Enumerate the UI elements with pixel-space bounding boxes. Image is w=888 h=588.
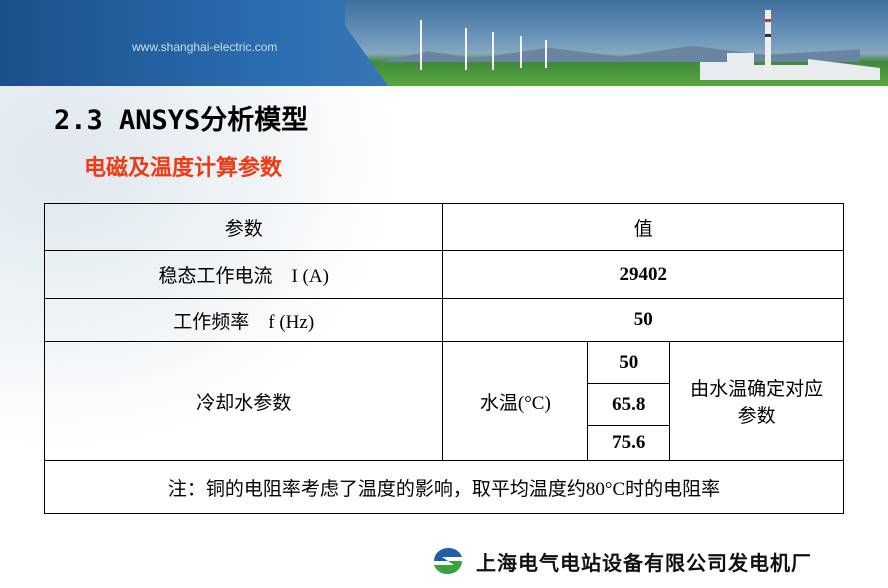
header-value: 值: [442, 203, 844, 251]
slide-title: 2.3 ANSYS分析模型: [54, 105, 309, 136]
wind-turbine-icon: [520, 36, 522, 68]
website-url: www.shanghai-electric.com: [132, 40, 278, 54]
table-header-row: 参数 值: [43, 203, 844, 251]
parameters-table: 参数 值 稳态工作电流 I (A) 29402 工作频率 f (Hz) 50 冷…: [43, 203, 844, 514]
param-cell: 冷却水参数: [43, 341, 444, 461]
water-temp-label: 水温(°C): [442, 341, 589, 461]
table-row: 工作频率 f (Hz) 50: [43, 298, 844, 342]
company-logo-icon: [428, 546, 468, 576]
slide-subtitle: 电磁及温度计算参数: [84, 156, 283, 181]
table-row: 冷却水参数 水温(°C) 50 由水温确定对应参数: [43, 341, 844, 461]
param-cell: 稳态工作电流 I (A): [43, 250, 444, 299]
value-cell: 50: [442, 298, 844, 342]
header-banner: www.shanghai-electric.com: [0, 0, 888, 86]
table-row: 稳态工作电流 I (A) 29402: [43, 250, 844, 299]
value-cell: 29402: [442, 250, 844, 299]
table-row: 65.8: [45, 383, 844, 426]
footnote: 注：铜的电阻率考虑了温度的影响，取平均温度约80°C时的电阻率: [44, 460, 844, 514]
wind-turbine-icon: [465, 28, 467, 70]
header-param: 参数: [43, 203, 444, 251]
wind-turbine-icon: [420, 20, 422, 70]
footer: 上海电气电站设备有限公司发电机厂: [428, 546, 812, 576]
footnote-row: 注：铜的电阻率考虑了温度的影响，取平均温度约80°C时的电阻率: [44, 460, 844, 514]
temp-cell: 65.8: [587, 383, 671, 426]
chimney-image: [765, 10, 771, 70]
param-cell: 工作频率 f (Hz): [43, 298, 444, 342]
wind-turbine-icon: [545, 40, 547, 68]
company-name: 上海电气电站设备有限公司发电机厂: [476, 550, 812, 575]
wind-turbine-icon: [492, 32, 494, 70]
note-cell: 由水温确定对应参数: [669, 341, 844, 461]
temp-cell: 75.6: [587, 425, 671, 461]
temp-cell: 50: [587, 341, 671, 384]
